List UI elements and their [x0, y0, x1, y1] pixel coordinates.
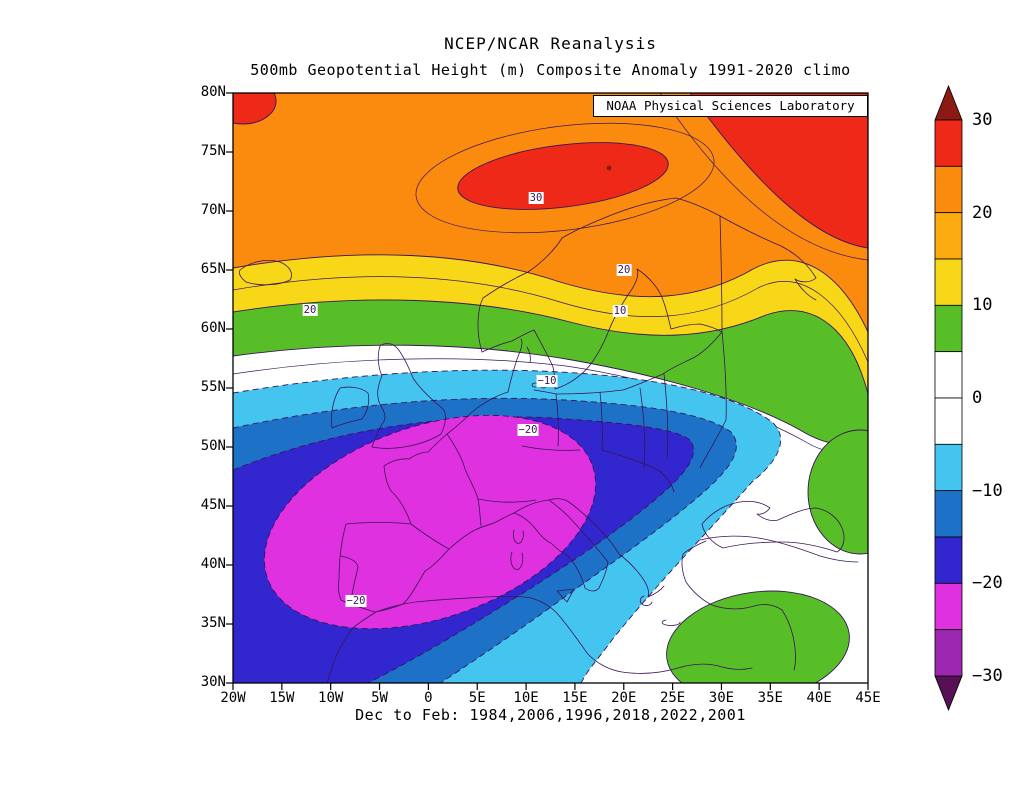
map-field [233, 93, 868, 683]
band-red-scandinavia [457, 142, 669, 210]
contour-line-0 [233, 358, 868, 454]
contour-dot [606, 165, 612, 171]
colorbar-segment [934, 582, 963, 631]
contour-line-10 [233, 299, 868, 395]
colorbar [934, 84, 963, 712]
colorbar-segment [934, 165, 963, 214]
axis-ticks [226, 92, 869, 690]
colorbar-segment [934, 304, 963, 353]
colorbar-segment [934, 629, 963, 677]
colorbar-segment [934, 490, 963, 538]
colorbar-arrow-bottom [934, 675, 963, 712]
colorbar-segment [934, 258, 963, 306]
contour-line [689, 93, 868, 249]
colorbar-segment [934, 351, 963, 399]
colorbar-segment [934, 536, 963, 584]
colorbar-segment [934, 119, 963, 167]
colorbar-segment [934, 212, 963, 260]
contour-line [415, 122, 715, 234]
band-green-anatolia-patch [666, 590, 850, 683]
band-magenta-core [263, 414, 597, 630]
contour-line-15 [233, 276, 868, 363]
band-green-east-patch [807, 429, 868, 555]
contour-line [659, 93, 868, 261]
contour-line-5 [233, 344, 868, 445]
colorbar-arrow-top [934, 84, 963, 121]
band-red-northeast [690, 93, 868, 248]
coastlines [238, 197, 859, 683]
colorbar-segment [934, 443, 963, 492]
band-red-northwest [233, 93, 277, 125]
colorbar-segment [934, 397, 963, 445]
